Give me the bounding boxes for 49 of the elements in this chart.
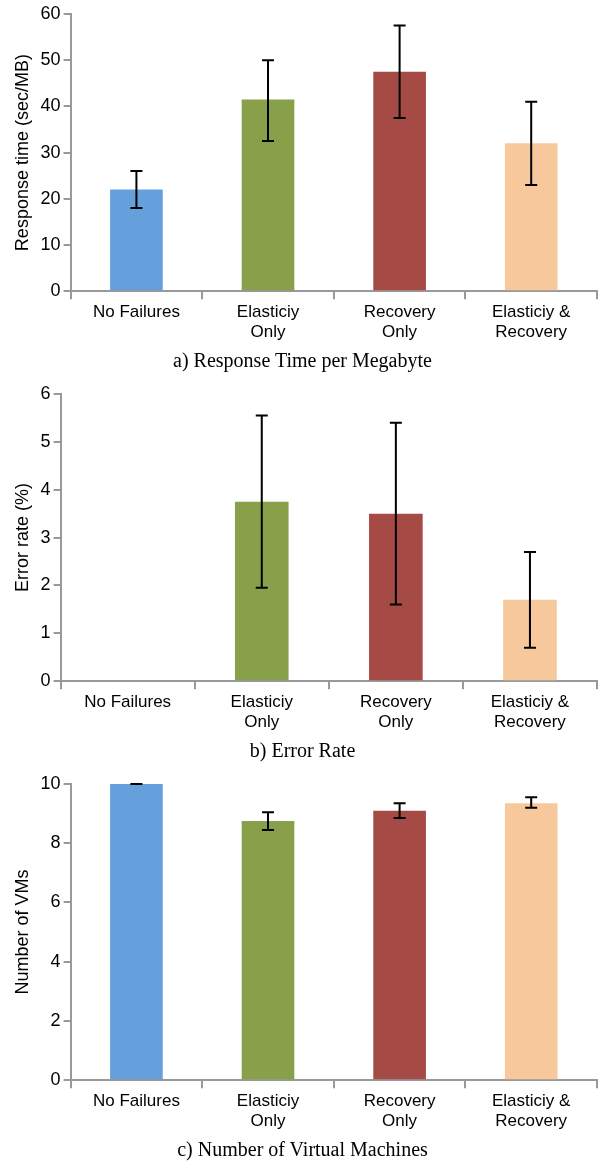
bar <box>504 143 558 291</box>
x-tick-label: Elasticiy Only <box>236 302 300 342</box>
bar <box>110 189 163 291</box>
bar <box>110 784 163 1080</box>
y-axis-title: Response time (sec/MB) <box>11 54 32 252</box>
y-tick-label: 40 <box>40 95 61 116</box>
y-tick-label: 2 <box>50 1009 61 1030</box>
y-tick-label: 8 <box>50 832 61 853</box>
y-axis-title: Number of VMs <box>11 869 32 995</box>
y-tick-label: 20 <box>40 187 61 208</box>
y-tick-label: 0 <box>50 280 61 301</box>
y-tick-label: 5 <box>40 430 51 451</box>
y-tick-label: 30 <box>40 141 61 162</box>
x-tick-label: No Failures <box>84 692 172 712</box>
bar <box>504 803 558 1080</box>
x-tick-label: Recovery Only <box>363 302 436 342</box>
y-tick-label: 0 <box>50 1069 61 1090</box>
y-tick-label: 60 <box>40 2 61 23</box>
y-tick-label: 1 <box>40 622 51 643</box>
x-tick-label: Recovery Only <box>363 1091 436 1131</box>
text: b) Error Rate <box>249 739 356 763</box>
x-tick-label: Elasticiy Only <box>230 692 294 732</box>
y-tick-label: 0 <box>40 670 51 691</box>
y-tick-label: 4 <box>50 950 61 971</box>
bar <box>241 99 295 291</box>
bar <box>234 501 289 681</box>
y-tick-label: 50 <box>40 49 61 70</box>
bar <box>369 513 423 681</box>
y-tick-label: 10 <box>40 772 61 793</box>
x-tick-label: Recovery Only <box>359 692 433 732</box>
y-axis-title: Error rate (%) <box>11 483 32 593</box>
y-tick-label: 4 <box>40 478 51 499</box>
x-tick-label: Elasticiy Only <box>236 1091 300 1131</box>
y-tick-label: 2 <box>40 574 51 595</box>
x-tick-label: No Failures <box>92 1091 180 1111</box>
x-tick-label: Elasticiy & Recovery <box>491 302 572 342</box>
y-tick-label: 6 <box>50 891 61 912</box>
bar <box>241 821 295 1080</box>
x-tick-label: Elasticiy & Recovery <box>491 1091 572 1131</box>
text: c) Number of Virtual Machines <box>177 1138 428 1162</box>
bar <box>503 599 557 681</box>
x-tick-label: No Failures <box>92 302 180 322</box>
y-tick-label: 10 <box>40 233 61 254</box>
bar <box>373 810 426 1080</box>
y-tick-label: 3 <box>40 526 51 547</box>
x-tick-label: Elasticiy & Recovery <box>490 692 570 732</box>
y-tick-label: 6 <box>40 382 51 403</box>
text: a) Response Time per Megabyte <box>173 349 433 373</box>
bar <box>373 71 426 291</box>
